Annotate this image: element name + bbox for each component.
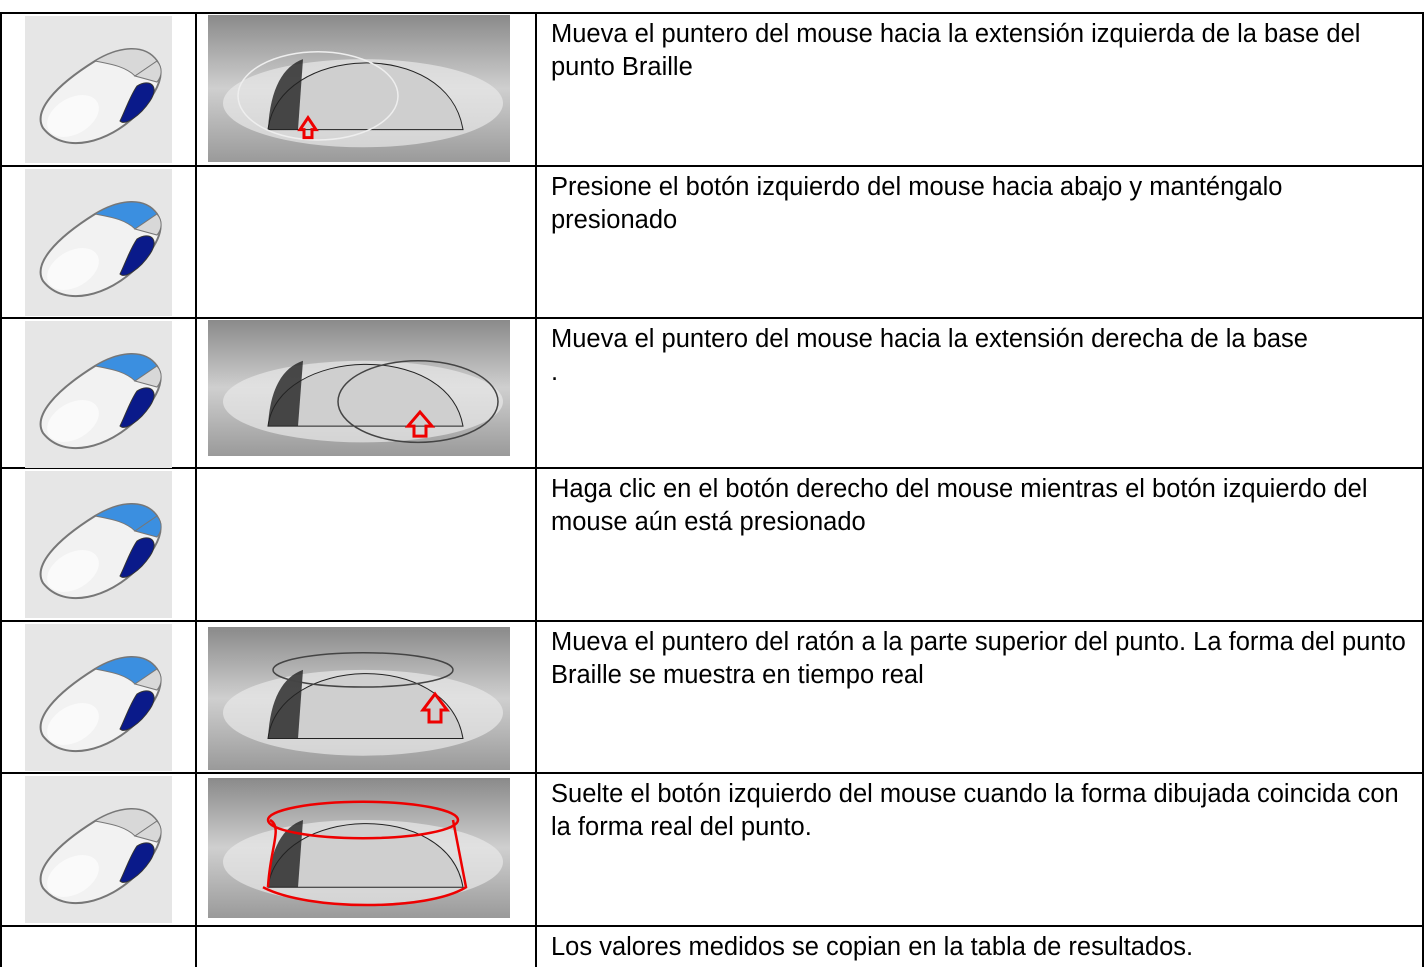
row-border [0,925,1424,927]
instruction: Los valores medidos se copian en la tabl… [551,933,1194,961]
mouse-icon [25,16,172,163]
braille-dot-image [208,627,510,770]
instruction-text: Mueva el puntero del mouse hacia la exte… [551,18,1411,84]
mouse-icon [25,169,172,316]
braille-dot-image [208,778,510,918]
column-border [195,12,197,967]
instruction: Mueva el puntero del ratón a la parte su… [551,628,1406,689]
instruction-text: Suelte el botón izquierdo del mouse cuan… [551,778,1411,844]
instruction-text: Presione el botón izquierdo del mouse ha… [551,171,1411,237]
instruction: Presione el botón izquierdo del mouse ha… [551,173,1283,234]
row-border [0,772,1424,774]
instruction: Mueva el puntero del mouse hacia la exte… [551,20,1361,81]
instruction: Haga clic en el botón derecho del mouse … [551,475,1368,536]
instruction-text: Haga clic en el botón derecho del mouse … [551,473,1411,539]
row-border [0,165,1424,167]
mouse-icon [25,321,172,468]
mouse-icon [25,624,172,771]
column-border [535,12,537,967]
instruction: Mueva el puntero del mouse hacia la exte… [551,325,1308,353]
row-border [0,467,1424,469]
instruction-text: Mueva el puntero del ratón a la parte su… [551,626,1411,692]
row-border [0,620,1424,622]
braille-dot-image [208,15,510,162]
instruction-text: Mueva el puntero del mouse hacia la exte… [551,323,1411,389]
mouse-icon [25,471,172,618]
row-border [0,12,1424,14]
instruction: Suelte el botón izquierdo del mouse cuan… [551,780,1399,841]
column-border [1422,12,1424,967]
braille-dot-image [208,320,510,456]
mouse-icon [25,776,172,923]
instruction-text: Los valores medidos se copian en la tabl… [551,931,1411,964]
note: . [551,358,559,386]
row-border [0,317,1424,319]
column-border [0,12,2,967]
